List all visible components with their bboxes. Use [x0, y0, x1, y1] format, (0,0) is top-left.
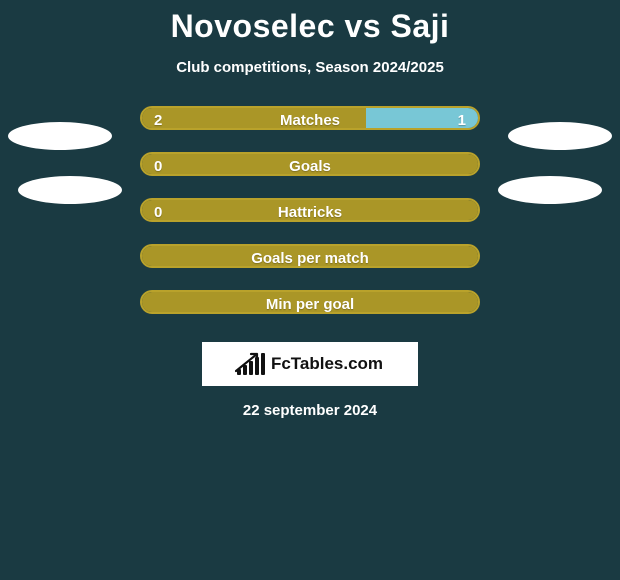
stat-bar: Hattricks0	[140, 198, 480, 222]
bar-chart-icon	[237, 353, 265, 375]
stat-value-left: 0	[154, 200, 162, 222]
brand-text: FcTables.com	[271, 354, 383, 374]
stat-label: Hattricks	[142, 200, 478, 222]
icon-bar	[261, 353, 265, 375]
player-ellipse	[508, 122, 612, 150]
player-ellipse	[498, 176, 602, 204]
stat-bar: Goals0	[140, 152, 480, 176]
icon-bar	[243, 365, 247, 375]
stat-row: Min per goal	[0, 290, 620, 314]
brand-badge: FcTables.com	[202, 342, 418, 386]
page-title: Novoselec vs Saji	[0, 0, 620, 45]
icon-bar	[255, 357, 259, 375]
player-ellipse	[18, 176, 122, 204]
stat-value-left: 0	[154, 154, 162, 176]
stat-bar: Goals per match	[140, 244, 480, 268]
stat-label: Goals	[142, 154, 478, 176]
stat-row: Goals0	[0, 152, 620, 176]
stat-value-right: 1	[458, 108, 466, 130]
stat-label: Matches	[142, 108, 478, 130]
stat-bar: Matches2 1	[140, 106, 480, 130]
subtitle: Club competitions, Season 2024/2025	[0, 59, 620, 76]
icon-bar	[237, 369, 241, 375]
date-label: 22 september 2024	[0, 402, 620, 419]
stat-label: Min per goal	[142, 292, 478, 314]
comparison-infographic: Novoselec vs Saji Club competitions, Sea…	[0, 0, 620, 580]
stat-value-left: 2	[154, 108, 162, 130]
stat-row: Goals per match	[0, 244, 620, 268]
player-ellipse	[8, 122, 112, 150]
icon-bar	[249, 361, 253, 375]
stat-bar: Min per goal	[140, 290, 480, 314]
stat-label: Goals per match	[142, 246, 478, 268]
